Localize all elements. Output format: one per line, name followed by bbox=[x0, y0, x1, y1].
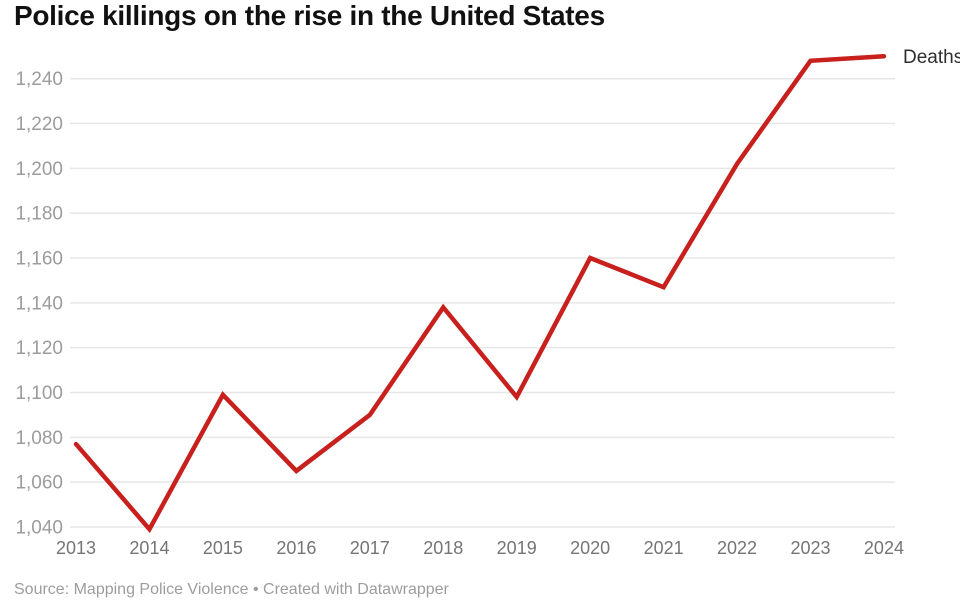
y-tick-label: 1,140 bbox=[15, 293, 63, 314]
y-tick-label: 1,040 bbox=[15, 518, 63, 539]
y-tick-label: 1,120 bbox=[15, 338, 63, 359]
y-tick-label: 1,200 bbox=[15, 159, 63, 180]
x-tick-label: 2017 bbox=[350, 538, 390, 558]
y-tick-label: 1,080 bbox=[15, 428, 63, 449]
x-tick-label: 2013 bbox=[56, 538, 96, 558]
y-axis-labels: 1,040 1,060 1,080 1,100 1,120 1,140 1,160 1,180… bbox=[15, 69, 63, 538]
x-tick-label: 2020 bbox=[570, 538, 610, 558]
x-tick-label: 2023 bbox=[790, 538, 830, 558]
x-tick-label: 2019 bbox=[497, 538, 537, 558]
x-tick-label: 2014 bbox=[129, 538, 169, 558]
source-attribution: Source: Mapping Police Violence • Create… bbox=[14, 581, 449, 598]
x-axis-labels: 2013 2014 2015 2016 2017 2018 2019 2020 2021 2022… bbox=[56, 538, 904, 558]
x-tick-label: 2024 bbox=[864, 538, 904, 558]
series-label-deaths: Deaths bbox=[903, 47, 960, 68]
y-tick-label: 1,100 bbox=[15, 383, 63, 404]
x-tick-label: 2016 bbox=[276, 538, 316, 558]
x-tick-label: 2022 bbox=[717, 538, 757, 558]
chart-title: Police killings on the rise in the Unite… bbox=[14, 0, 605, 31]
deaths-series-line bbox=[73, 54, 887, 534]
series-line-layer bbox=[73, 54, 887, 534]
x-tick-label: 2021 bbox=[644, 538, 684, 558]
y-tick-label: 1,240 bbox=[15, 69, 63, 90]
gridlines-layer bbox=[70, 77, 895, 528]
y-tick-label: 1,060 bbox=[15, 473, 63, 494]
y-tick-label: 1,160 bbox=[15, 249, 63, 270]
y-tick-label: 1,180 bbox=[15, 204, 63, 225]
x-tick-label: 2018 bbox=[423, 538, 463, 558]
y-tick-label: 1,220 bbox=[15, 114, 63, 135]
x-tick-label: 2015 bbox=[203, 538, 243, 558]
